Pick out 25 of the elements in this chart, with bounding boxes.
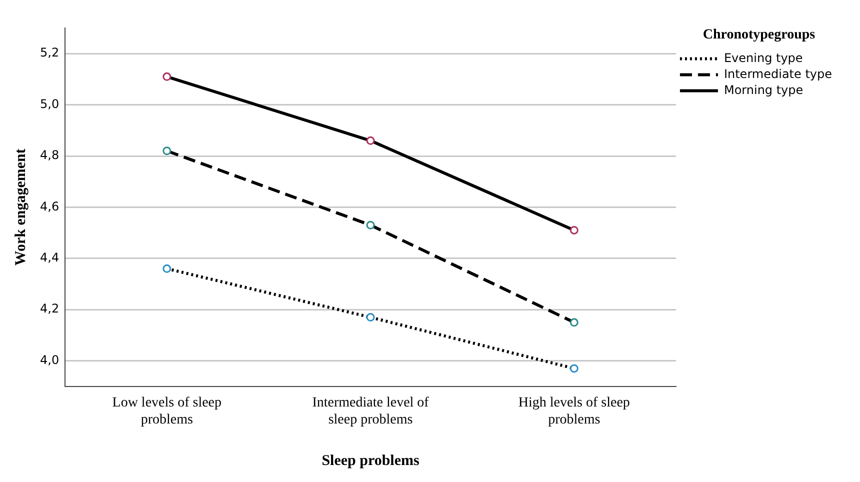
legend-label: Evening type xyxy=(724,50,803,65)
legend-label: Intermediate type xyxy=(724,66,832,81)
y-tick-label: 4,2 xyxy=(40,302,60,316)
point xyxy=(570,318,578,327)
x-tick-label: Intermediate level of sleep problems xyxy=(312,395,430,428)
y-tick-label: 4,0 xyxy=(40,352,60,367)
y-tick-label: 4,8 xyxy=(40,148,60,162)
legend-title: Chronotypegroups xyxy=(702,28,816,43)
y-tick-label: 5,2 xyxy=(40,46,60,60)
point xyxy=(570,226,578,234)
y-tick-label: 4,6 xyxy=(40,199,60,214)
y-tick-label: 4,4 xyxy=(40,250,60,265)
point xyxy=(366,313,375,322)
x-axis-title: Sleep problems xyxy=(322,452,420,469)
y-axis-title: Work engagement xyxy=(12,148,29,266)
legend-label: Morning type xyxy=(724,82,804,97)
point xyxy=(162,72,172,81)
point xyxy=(162,146,172,156)
point xyxy=(570,364,578,373)
x-tick-label: Low levels of sleep problems xyxy=(112,395,222,428)
point xyxy=(366,220,375,230)
point xyxy=(366,136,375,145)
point xyxy=(162,264,172,273)
y-tick-label: 5,0 xyxy=(40,96,60,111)
x-tick-label: High levels of sleep problems xyxy=(518,395,630,428)
